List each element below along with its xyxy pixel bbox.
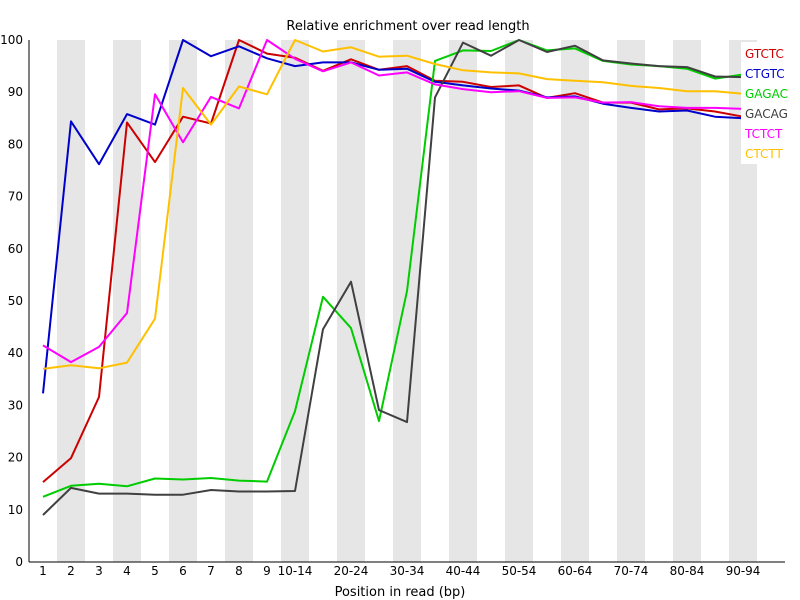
x-tick-label: 60-64 bbox=[558, 564, 593, 578]
grid-band bbox=[561, 40, 589, 562]
x-tick-label: 50-54 bbox=[502, 564, 537, 578]
series-lines bbox=[42, 39, 744, 516]
grid-band bbox=[225, 40, 253, 562]
x-tick-label: 2 bbox=[67, 564, 75, 578]
grid-band bbox=[337, 40, 365, 562]
grid-band bbox=[673, 40, 701, 562]
legend-entry: GACAG bbox=[745, 107, 788, 121]
y-tick-label: 20 bbox=[8, 451, 23, 465]
legend-entry: GTCTC bbox=[745, 47, 784, 61]
x-axis-ticks: 1 2 3 4 5 6 7 8 9 10-14 20-24 30-34 40-44 50-54 60-64 7… bbox=[39, 564, 760, 578]
x-tick-label: 3 bbox=[95, 564, 103, 578]
x-tick-label: 90-94 bbox=[726, 564, 761, 578]
y-tick-label: 70 bbox=[8, 190, 23, 204]
y-axis-ticks: 0 10 20 30 40 50 60 70 80 90 100 bbox=[0, 33, 23, 569]
x-tick-label: 20-24 bbox=[334, 564, 369, 578]
grid-band bbox=[281, 40, 309, 562]
legend-entry: CTCTT bbox=[745, 147, 784, 161]
y-tick-label: 80 bbox=[8, 137, 23, 151]
x-tick-label: 5 bbox=[151, 564, 159, 578]
x-tick-label: 6 bbox=[179, 564, 187, 578]
x-tick-label: 7 bbox=[207, 564, 215, 578]
series-line-gacag bbox=[42, 39, 744, 516]
x-tick-label: 40-44 bbox=[446, 564, 481, 578]
y-tick-label: 100 bbox=[0, 33, 23, 47]
plot-background-bands bbox=[57, 40, 757, 562]
y-tick-label: 90 bbox=[8, 85, 23, 99]
x-tick-label: 9 bbox=[263, 564, 271, 578]
legend-entry: CTGTC bbox=[745, 67, 785, 81]
x-tick-label: 10-14 bbox=[278, 564, 313, 578]
x-tick-label: 8 bbox=[235, 564, 243, 578]
y-tick-label: 30 bbox=[8, 398, 23, 412]
x-tick-label: 80-84 bbox=[670, 564, 705, 578]
chart-title: Relative enrichment over read length bbox=[286, 19, 529, 34]
x-tick-label: 1 bbox=[39, 564, 47, 578]
legend: GTCTC CTGTC GAGAC GACAG TCTCT CTCTT bbox=[741, 42, 788, 164]
grid-band bbox=[617, 40, 645, 562]
legend-box bbox=[741, 42, 783, 164]
grid-band bbox=[393, 40, 421, 562]
legend-entry: GAGAC bbox=[745, 87, 788, 101]
series-line-tctct bbox=[42, 39, 744, 364]
y-tick-label: 50 bbox=[8, 294, 23, 308]
series-line-ctgtc bbox=[42, 39, 744, 394]
series-line-ctctt bbox=[42, 39, 744, 370]
grid-band bbox=[449, 40, 477, 562]
x-tick-label: 30-34 bbox=[390, 564, 425, 578]
y-tick-label: 40 bbox=[8, 346, 23, 360]
x-tick-label: 70-74 bbox=[614, 564, 649, 578]
y-tick-label: 60 bbox=[8, 242, 23, 256]
grid-band bbox=[57, 40, 85, 562]
y-tick-label: 0 bbox=[15, 555, 23, 569]
x-tick-label: 4 bbox=[123, 564, 131, 578]
x-axis-label: Position in read (bp) bbox=[335, 585, 466, 600]
grid-band bbox=[505, 40, 533, 562]
y-tick-label: 10 bbox=[8, 503, 23, 517]
legend-entry: TCTCT bbox=[744, 127, 783, 141]
